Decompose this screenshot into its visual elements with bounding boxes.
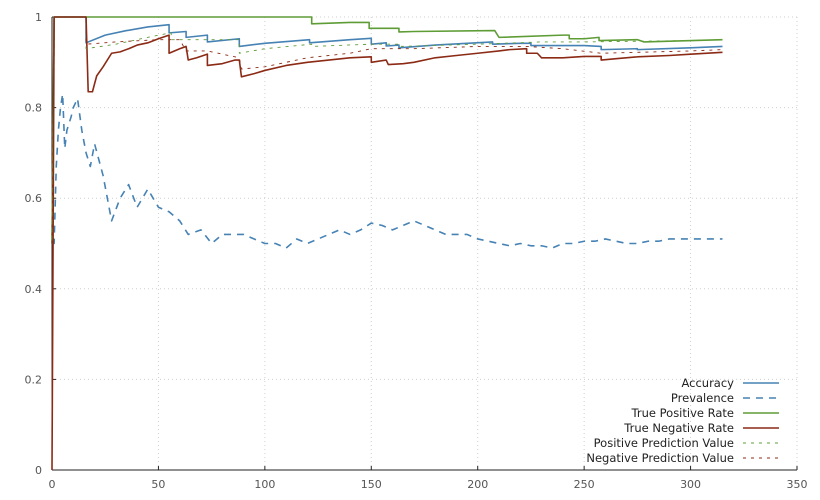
x-tick-label: 300 <box>680 478 701 491</box>
x-tick-label: 100 <box>254 478 275 491</box>
y-tick-label: 0.2 <box>25 373 43 386</box>
y-tick-label: 0.6 <box>25 192 43 205</box>
x-tick-label: 0 <box>49 478 56 491</box>
legend-label: Positive Prediction Value <box>594 436 734 450</box>
legend-label: True Negative Rate <box>623 421 734 435</box>
x-tick-label: 150 <box>361 478 382 491</box>
series-line-accuracy <box>51 16 723 244</box>
y-axis-ticks: 0 0.2 0.4 0.6 0.8 1 <box>25 11 56 477</box>
series-layer <box>51 16 723 471</box>
x-axis-ticks: 0 50 100 150 200 250 300 350 <box>49 466 808 491</box>
legend-label: Accuracy <box>681 376 734 390</box>
legend-label: Negative Prediction Value <box>586 451 734 465</box>
y-tick-label: 0 <box>35 464 42 477</box>
x-tick-label: 50 <box>151 478 165 491</box>
x-tick-label: 200 <box>467 478 488 491</box>
legend-label: True Positive Rate <box>631 406 734 420</box>
x-tick-label: 250 <box>574 478 595 491</box>
x-tick-label: 350 <box>787 478 808 491</box>
series-line-prevalence <box>52 93 723 249</box>
y-tick-label: 1 <box>35 11 42 24</box>
grid <box>52 16 798 470</box>
series-line-true-positive-rate <box>51 16 723 244</box>
series-line-positive-prediction-value <box>51 16 723 244</box>
series-line-true-negative-rate <box>51 16 723 471</box>
y-tick-label: 0.8 <box>25 102 43 115</box>
y-tick-label: 0.4 <box>25 283 43 296</box>
legend-label: Prevalence <box>671 391 734 405</box>
